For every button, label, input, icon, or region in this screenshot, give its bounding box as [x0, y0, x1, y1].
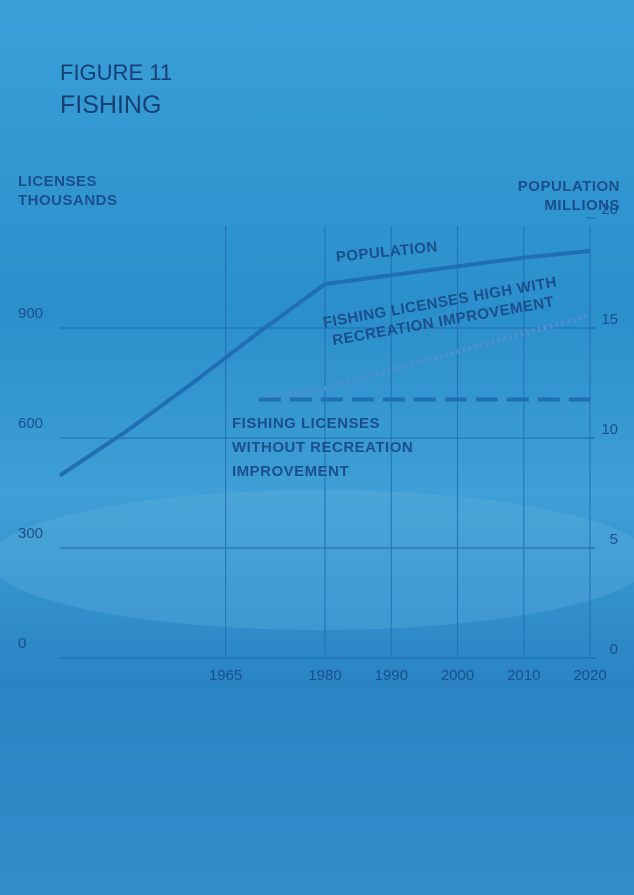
y2-tick-label: 5 [610, 531, 618, 548]
chart-title: FISHING [60, 91, 162, 119]
y-axis-label: LICENSES THOUSANDS [18, 173, 118, 209]
stream [0, 490, 634, 630]
y-tick-label: 900 [18, 305, 43, 322]
y2-tick-label: 20 [601, 201, 618, 218]
y-tick-label: 600 [18, 415, 43, 432]
y2-tick-label: 15 [601, 311, 618, 328]
y2-tick-label: 0 [610, 641, 618, 658]
x-tick-label: 2020 [573, 667, 606, 684]
x-tick-label: 1990 [375, 667, 408, 684]
x-tick-label: 1980 [308, 667, 341, 684]
series-line [58, 249, 591, 478]
y2-axis-label: POPULATION MILLIONS [517, 178, 620, 214]
series-line [258, 312, 591, 402]
figure-number: FIGURE 11 [60, 60, 173, 85]
y2-tick-label: 10 [601, 421, 618, 438]
x-tick-label: 2000 [441, 667, 474, 684]
x-tick-label: 1965 [209, 667, 242, 684]
y-tick-label: 0 [18, 635, 26, 652]
grass [0, 680, 634, 895]
x-tick-label: 2010 [507, 667, 540, 684]
y-tick-label: 300 [18, 525, 43, 542]
series-label: FISHING LICENSES WITHOUT RECREATION IMPR… [232, 415, 414, 480]
